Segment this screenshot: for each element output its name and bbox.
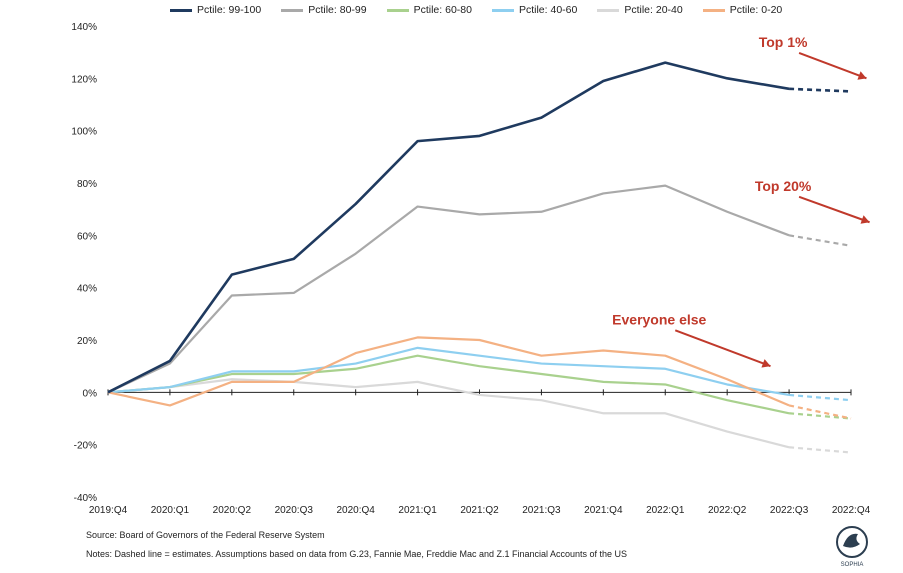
x-tick-label: 2020:Q3	[275, 505, 314, 516]
x-tick-label: 2021:Q3	[522, 505, 561, 516]
y-tick-label: 80%	[77, 179, 97, 190]
x-tick-label: 2022:Q2	[708, 505, 747, 516]
legend-item: Pctile: 40-60	[491, 4, 578, 16]
annotation-arrowhead	[860, 215, 870, 224]
annotation-label: Top 1%	[759, 34, 808, 50]
legend-label: Pctile: 60-80	[413, 4, 472, 16]
series-line	[107, 346, 790, 397]
series-line	[107, 336, 790, 407]
legend-swatch	[491, 8, 514, 12]
annotation-arrow-line	[674, 329, 771, 368]
y-tick-label: 120%	[71, 74, 97, 85]
series-line	[107, 184, 790, 394]
legend-label: Pctile: 20-40	[624, 4, 683, 16]
x-tick-label: 2022:Q1	[646, 505, 685, 516]
legend-label: Pctile: 40-60	[518, 4, 578, 16]
y-tick-label: 0%	[83, 388, 98, 399]
series-estimate-line	[788, 412, 852, 420]
legend-item: Pctile: 0-20	[702, 4, 783, 16]
x-tick-label: 2019:Q4	[89, 505, 128, 516]
logo-text: SOPHIA	[841, 562, 864, 568]
x-tick-label: 2020:Q2	[213, 505, 252, 516]
series-estimate-line	[788, 393, 852, 402]
y-tick-label: 60%	[77, 231, 97, 242]
series-estimate-line	[789, 87, 852, 93]
series-estimate-line	[788, 404, 852, 420]
x-tick-label: 2021:Q1	[398, 505, 437, 516]
annotation-arrow-line	[798, 195, 870, 224]
annotation-arrowhead	[761, 359, 771, 368]
x-tick-label: 2022:Q4	[832, 505, 871, 516]
sophia-logo-icon: SOPHIA	[836, 526, 868, 568]
legend-swatch	[386, 8, 409, 12]
series-line	[107, 61, 790, 394]
y-tick-label: 20%	[77, 336, 97, 347]
legend-item: Pctile: 20-40	[597, 4, 683, 16]
y-tick-label: -40%	[74, 493, 97, 504]
source-note: Source: Board of Governors of the Federa…	[86, 530, 325, 540]
series-estimate-line	[788, 234, 852, 247]
annotation-label: Everyone else	[612, 311, 706, 327]
legend-swatch	[170, 8, 192, 12]
legend-item: Pctile: 80-99	[281, 4, 367, 16]
series-line	[107, 378, 790, 449]
x-tick-label: 2022:Q3	[770, 505, 809, 516]
legend-label: Pctile: 0-20	[729, 4, 783, 16]
legend-label: Pctile: 99-100	[197, 4, 262, 16]
y-tick-label: -20%	[74, 441, 97, 452]
x-tick-label: 2020:Q4	[336, 505, 375, 516]
series-line	[107, 354, 790, 415]
annotation-arrow-line	[798, 51, 867, 80]
y-tick-label: 140%	[71, 22, 97, 33]
legend-swatch	[281, 8, 304, 12]
legend-item: Pctile: 99-100	[170, 4, 261, 16]
x-tick-label: 2020:Q1	[151, 505, 190, 516]
annotation-arrowhead	[857, 71, 867, 80]
legend-swatch	[597, 8, 620, 12]
series-estimate-line	[788, 446, 852, 454]
chart-legend: Pctile: 99-100 Pctile: 80-99 Pctile: 60-…	[170, 4, 782, 16]
legend-item: Pctile: 60-80	[386, 4, 472, 16]
legend-label: Pctile: 80-99	[308, 4, 367, 16]
y-tick-label: 100%	[71, 127, 97, 138]
annotation-label: Top 20%	[755, 178, 812, 194]
legend-swatch	[702, 8, 725, 12]
x-tick-label: 2021:Q4	[584, 505, 623, 516]
notes-text: Notes: Dashed line = estimates. Assumpti…	[86, 549, 628, 559]
x-tick-label: 2021:Q2	[460, 505, 499, 516]
y-tick-label: 40%	[77, 284, 97, 295]
